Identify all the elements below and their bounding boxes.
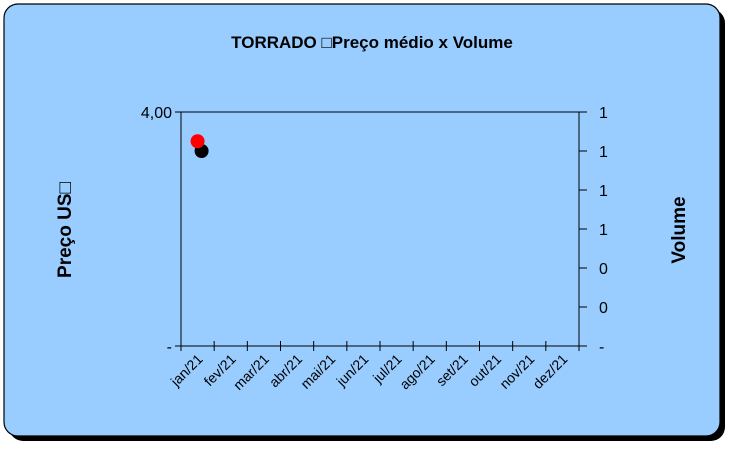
y-axis-label: Preço US□ [55, 182, 76, 278]
chart-title: TORRADO □Preço médio x Volume [231, 33, 513, 52]
y2-tick-label: 0 [599, 300, 608, 317]
y2-tick-label: 1 [599, 183, 608, 200]
y2-axis-label: Volume [669, 196, 690, 263]
y2-tick-label: 0 [599, 261, 608, 278]
data-point [190, 134, 205, 149]
y2-tick-label: 1 [599, 144, 608, 161]
marks-group [190, 134, 209, 158]
y-tick-label: - [167, 339, 172, 356]
y2-tick-label: 1 [599, 105, 608, 122]
y2-tick-label: 1 [599, 222, 608, 239]
y-tick-label: 4,00 [141, 105, 172, 122]
y2-tick-label: - [599, 339, 604, 356]
